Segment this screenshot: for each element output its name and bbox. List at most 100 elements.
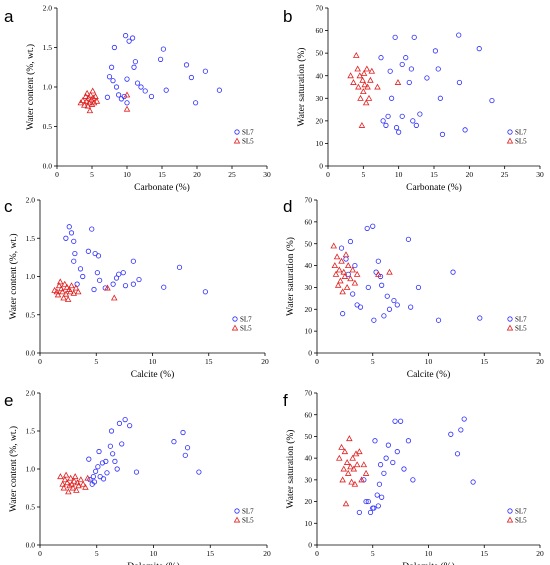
data-point-sl7 [364, 225, 370, 232]
data-point-sl5 [84, 102, 92, 109]
data-point-sl7 [148, 93, 155, 100]
legend-label-sl5: SL5 [240, 325, 252, 333]
legend-marker-sl7 [232, 316, 238, 322]
data-point-sl5 [72, 284, 80, 291]
data-point-sl5 [82, 93, 89, 99]
data-point-sl7 [390, 459, 396, 466]
data-point-sl5 [84, 474, 91, 481]
data-point-sl5 [87, 91, 94, 98]
legend-marker-sl7 [507, 316, 513, 322]
data-point-sl7 [158, 56, 164, 62]
data-point-sl5 [347, 275, 354, 282]
panel-e: e 0 5 10 15 20 0.0 0.5 1.0 1.5 2.0 Dolomite (%) Wate… [4, 389, 271, 565]
data-point-sl5 [338, 443, 345, 450]
data-point-sl5 [337, 277, 344, 284]
data-point-sl7 [432, 48, 439, 54]
data-point-sl7 [121, 93, 127, 100]
data-point-sl7 [136, 276, 142, 283]
data-point-sl7 [112, 458, 118, 464]
data-point-sl7 [100, 476, 107, 482]
x-tick-label: 15 [430, 170, 438, 179]
data-point-sl5 [56, 278, 64, 285]
panel-letter: a [4, 7, 14, 26]
data-point-sl7 [123, 33, 129, 39]
data-point-sl7 [379, 494, 385, 500]
data-point-sl5 [51, 286, 58, 293]
data-point-sl5 [59, 288, 66, 295]
data-point-sl7 [93, 468, 99, 474]
data-point-sl7 [97, 277, 103, 283]
data-point-sl7 [391, 297, 397, 304]
y-tick-label: 60 [305, 217, 313, 226]
data-point-sl7 [350, 291, 356, 297]
data-point-sl7 [375, 503, 381, 509]
data-point-sl7 [371, 505, 377, 511]
legend-label-sl7: SL7 [242, 508, 254, 516]
data-point-sl5 [374, 83, 381, 90]
x-tick-label: 25 [228, 170, 236, 179]
y-axis-label: Water content (%, wt.) [25, 44, 36, 130]
data-point-sl7 [119, 441, 125, 447]
data-point-sl7 [184, 445, 191, 451]
panel-c: c 0 5 10 15 20 0.0 0.5 1.0 1.5 2.0 Calcite (%) Water… [4, 196, 269, 380]
data-point-sl7 [71, 238, 77, 244]
y-tick-label: 30 [316, 94, 324, 103]
legend-marker-sl5 [233, 137, 241, 144]
data-point-sl7 [95, 464, 101, 470]
data-point-sl5 [353, 461, 361, 468]
data-point-sl5 [90, 94, 97, 101]
data-point-sl5 [70, 477, 78, 484]
data-point-sl5 [359, 76, 366, 83]
x-tick-label: 5 [94, 357, 98, 366]
data-point-sl7 [399, 61, 405, 68]
x-axis-label: Dolomite (%) [127, 561, 180, 565]
data-point-sl7 [462, 127, 468, 133]
data-point-sl7 [347, 238, 354, 245]
legend-marker-sl5 [233, 516, 241, 523]
legend-label-sl5: SL5 [515, 517, 527, 525]
data-point-sl5 [343, 284, 351, 290]
data-point-sl7 [108, 428, 115, 434]
panel-letter: c [4, 197, 13, 216]
legend-marker-sl5 [506, 137, 514, 144]
data-point-sl7 [415, 284, 422, 291]
data-point-sl5 [340, 465, 348, 472]
data-point-sl7 [122, 416, 128, 423]
data-point-sl5 [356, 448, 363, 455]
data-point-sl7 [379, 282, 385, 288]
y-tick-label: 0.5 [26, 310, 36, 319]
data-point-sl7 [340, 311, 346, 317]
x-axis-label: Carbonate (%) [134, 182, 190, 193]
data-point-sl7 [116, 92, 122, 98]
panel-f: f 0 5 10 15 20 0 10 20 30 40 50 60 70 Dolomite (%) Wate… [283, 389, 544, 565]
data-point-sl5 [79, 97, 87, 103]
legend-label-sl5: SL5 [242, 517, 254, 525]
data-point-sl7 [401, 466, 407, 472]
data-point-sl7 [489, 97, 495, 104]
data-point-sl7 [376, 481, 383, 487]
data-point-sl5 [60, 294, 67, 301]
data-point-sl5 [68, 480, 76, 487]
y-tick-label: 1.5 [43, 43, 53, 52]
data-point-sl5 [69, 484, 77, 491]
data-point-sl7 [122, 283, 129, 289]
data-point-sl7 [126, 38, 132, 44]
data-point-sl5 [92, 93, 99, 99]
x-axis-label: Calcite (%) [131, 369, 175, 380]
data-point-sl5 [85, 99, 93, 106]
data-point-sl7 [374, 492, 380, 498]
data-point-sl7 [113, 84, 120, 90]
data-point-sl5 [64, 296, 72, 302]
data-point-sl7 [476, 46, 482, 52]
data-point-sl7 [74, 281, 80, 287]
data-point-sl5 [55, 282, 63, 289]
data-point-sl7 [182, 452, 188, 458]
data-point-sl7 [408, 304, 414, 310]
data-point-sl7 [86, 456, 92, 462]
data-point-sl7 [377, 462, 384, 468]
y-tick-label: 30 [305, 283, 313, 292]
data-point-sl5 [358, 476, 365, 483]
data-point-sl5 [62, 471, 70, 478]
data-point-sl7 [130, 258, 136, 264]
data-point-sl7 [357, 304, 364, 310]
